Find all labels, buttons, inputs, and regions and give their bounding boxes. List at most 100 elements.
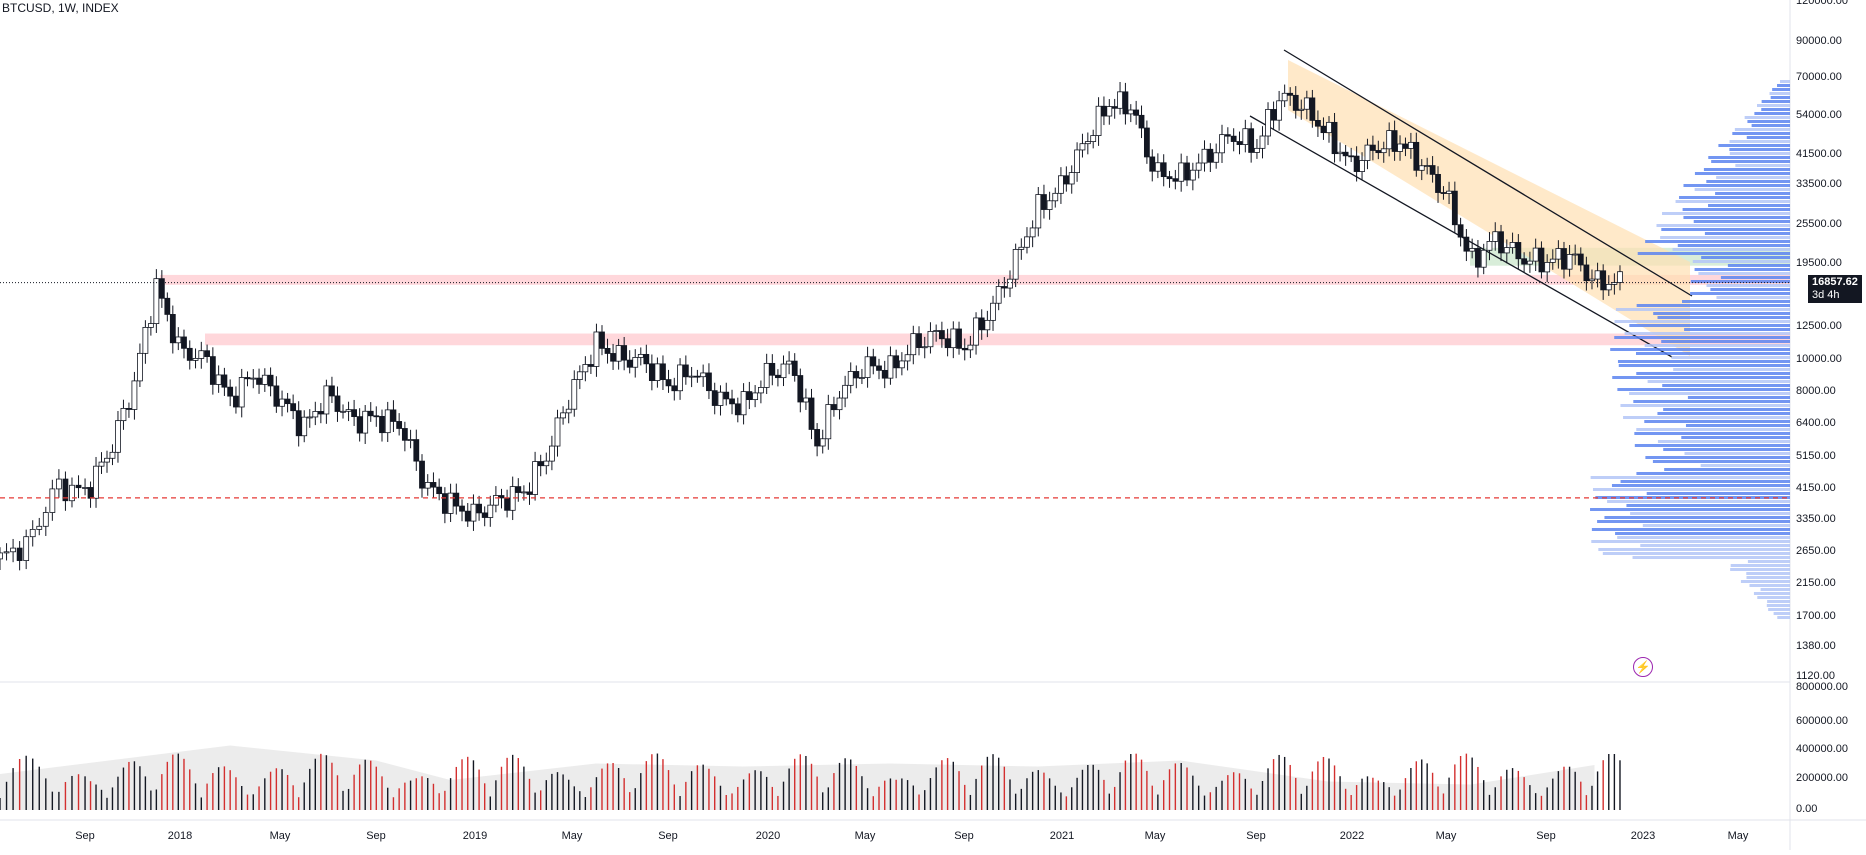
candle-body <box>407 439 414 441</box>
volume-profile-bar <box>1644 344 1790 347</box>
candle-body <box>1230 135 1237 142</box>
candle-body <box>1331 121 1338 155</box>
volume-profile-bar <box>1684 328 1790 331</box>
volume-profile-bar <box>1615 532 1790 535</box>
candle-body <box>1079 143 1086 151</box>
candle-body <box>537 461 544 467</box>
volume-profile-bar <box>1610 348 1790 351</box>
candle-body <box>175 336 182 344</box>
candle-body <box>808 397 815 430</box>
candle-body <box>752 392 759 401</box>
volume-profile-bar <box>1677 244 1790 247</box>
time-tick-label: Sep <box>1536 830 1556 842</box>
candle-body <box>1143 127 1150 158</box>
candle-body <box>424 482 431 489</box>
volume-profile-bar <box>1607 500 1790 503</box>
time-tick-label: May <box>1145 830 1166 842</box>
candle-body <box>1029 227 1036 238</box>
candle-body <box>814 429 821 447</box>
candle-body <box>367 410 374 417</box>
candle-body <box>221 374 228 388</box>
candle-body <box>797 375 804 403</box>
candle-body <box>1515 242 1522 260</box>
candle-body <box>1127 109 1134 115</box>
volume-profile-bar <box>1620 404 1790 407</box>
candle-body <box>1090 135 1097 142</box>
candle-body <box>694 375 701 378</box>
candle-body <box>279 398 285 407</box>
symbol-title[interactable]: BTCUSD, 1W, INDEX <box>2 1 119 15</box>
candle-body <box>87 487 94 499</box>
volume-profile-bar <box>1735 164 1790 167</box>
time-tick-label: Sep <box>658 830 678 842</box>
candle-body <box>430 482 437 488</box>
candle-body <box>1566 254 1573 270</box>
volume-profile-bar <box>1662 212 1790 215</box>
candle-body <box>1555 248 1562 260</box>
volume-profile-bar <box>1620 480 1790 483</box>
volume-profile-bar <box>1734 128 1790 131</box>
time-tick-label: 2023 <box>1631 830 1655 842</box>
candle-body <box>317 411 324 415</box>
volume-profile-bar <box>1598 548 1790 551</box>
volume-profile-bar <box>1766 604 1790 607</box>
candle-body <box>373 415 380 418</box>
candle-body <box>1035 194 1042 229</box>
time-tick-label: May <box>270 830 291 842</box>
candle-body <box>1475 248 1481 268</box>
candle-body <box>1561 248 1567 270</box>
candle-body <box>215 374 222 385</box>
resistance-zone-lower <box>205 333 1790 346</box>
candle-body <box>1259 135 1266 149</box>
candle-body <box>938 330 945 340</box>
candle-body <box>1440 192 1447 194</box>
candle-body <box>1457 224 1464 238</box>
candle-body <box>1068 172 1075 185</box>
candle-body <box>632 357 639 368</box>
volume-profile-bar <box>1612 376 1790 379</box>
volume-profile-bar <box>1657 316 1790 319</box>
volume-profile-bar <box>1773 612 1790 615</box>
volume-profile-bar <box>1727 264 1790 267</box>
volume-profile-bar <box>1633 400 1790 403</box>
candle-body <box>464 510 471 522</box>
candle-body <box>329 385 335 397</box>
candle-body <box>396 421 403 429</box>
candle-body <box>447 492 454 514</box>
candle-body <box>688 375 695 378</box>
volume-profile-bar <box>1645 240 1790 243</box>
volume-tick-label: 0.00 <box>1796 803 1817 815</box>
candle-body <box>1583 264 1590 282</box>
bar-countdown-label: 3d 4h <box>1812 289 1840 301</box>
candle-body <box>560 412 566 419</box>
candle-body <box>301 416 308 437</box>
candle-body <box>921 346 928 349</box>
candle-body <box>682 364 689 378</box>
candle-body <box>436 486 443 495</box>
volume-profile-bar <box>1623 416 1790 419</box>
candle-body <box>1122 91 1129 115</box>
volume-profile-bar <box>1657 412 1790 415</box>
candle-body <box>120 407 127 422</box>
volume-profile-bar <box>1682 300 1790 303</box>
candle-body <box>859 377 865 379</box>
lightning-bolt-icon[interactable]: ⚡ <box>1633 657 1653 677</box>
candle-body <box>1248 128 1255 153</box>
candle-body <box>961 347 968 351</box>
volume-profile-bar <box>1698 272 1790 275</box>
candle-body <box>565 408 572 414</box>
candle-body <box>1364 144 1371 161</box>
candle-body <box>571 379 578 410</box>
candle-body <box>554 417 561 447</box>
volume-profile-bar <box>1617 536 1790 539</box>
price-tick-label: 5150.00 <box>1796 450 1836 462</box>
volume-profile-bar <box>1715 192 1790 195</box>
volume-profile-bar <box>1729 140 1790 143</box>
candle-body <box>334 395 341 412</box>
volume-profile-bar <box>1706 284 1790 287</box>
candle-body <box>1594 270 1601 280</box>
candle-body <box>1413 141 1420 171</box>
candle-body <box>1046 200 1053 210</box>
